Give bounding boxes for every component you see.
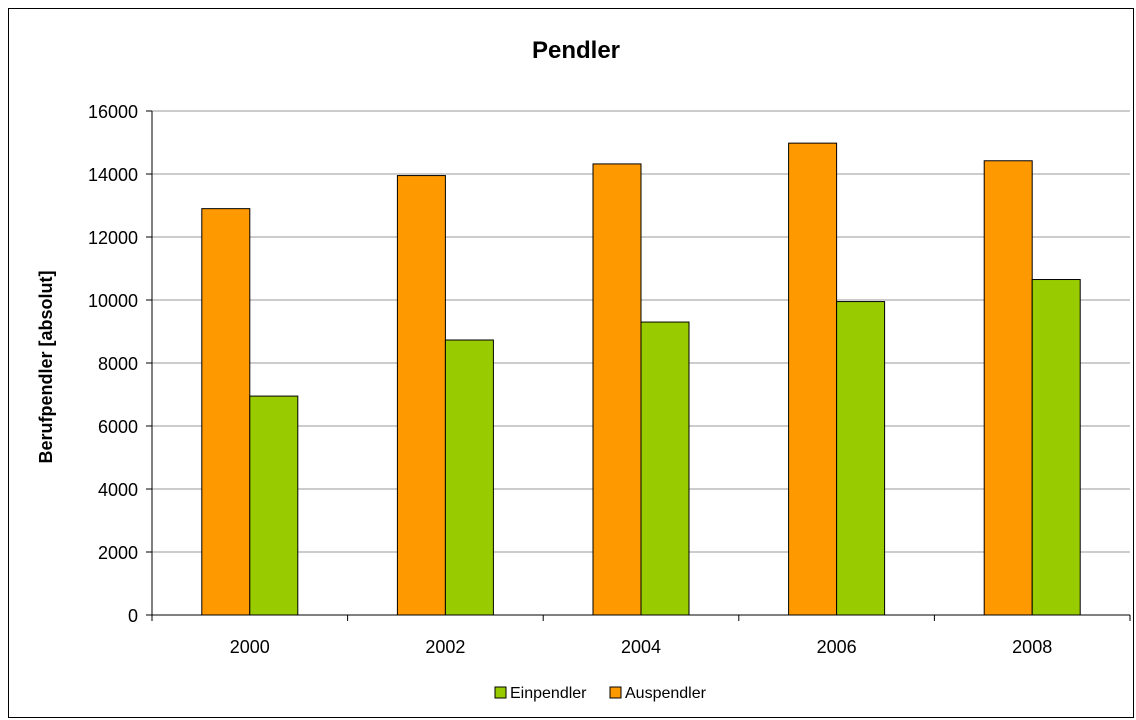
legend-label-auspendler: Auspendler [625, 685, 707, 702]
y-axis-label: Berufpendler [absolut] [36, 270, 56, 463]
y-tick-label: 0 [128, 606, 138, 626]
x-tick-label: 2002 [425, 637, 465, 657]
y-tick-label: 8000 [98, 354, 138, 374]
bars [201, 142, 1081, 616]
bar-auspendler-2006 [788, 142, 838, 616]
bar-einpendler-2002 [444, 339, 494, 616]
x-tick-labels: 2000 2002 2004 2006 2008 [230, 637, 1052, 657]
x-tick-label: 2000 [230, 637, 270, 657]
y-tick-label: 4000 [98, 480, 138, 500]
legend-swatch-einpendler [494, 686, 507, 699]
y-tick-label: 2000 [98, 543, 138, 563]
x-tick-label: 2006 [817, 637, 857, 657]
legend-swatch-auspendler [609, 686, 622, 699]
legend: Einpendler Auspendler [494, 685, 707, 702]
y-tick-label: 10000 [88, 291, 138, 311]
legend-label-einpendler: Einpendler [510, 685, 587, 702]
bar-einpendler-2006 [836, 301, 886, 616]
chart-title: Pendler [532, 37, 620, 64]
x-tick-label: 2008 [1012, 637, 1052, 657]
bar-einpendler-2000 [249, 395, 299, 616]
y-tick-label: 14000 [88, 165, 138, 185]
y-tick-label: 16000 [88, 102, 138, 122]
bar-einpendler-2004 [640, 321, 690, 616]
x-tick-label: 2004 [621, 637, 661, 657]
y-tick-label: 12000 [88, 228, 138, 248]
bar-auspendler-2004 [592, 163, 642, 616]
y-tick-labels: 0 2000 4000 6000 8000 10000 12000 14000 16000 [88, 102, 138, 626]
bar-auspendler-2002 [396, 175, 446, 616]
y-tick-label: 6000 [98, 417, 138, 437]
bar-auspendler-2000 [201, 208, 251, 616]
bar-einpendler-2008 [1031, 279, 1081, 616]
bar-auspendler-2008 [983, 160, 1033, 616]
axes [146, 110, 1131, 621]
